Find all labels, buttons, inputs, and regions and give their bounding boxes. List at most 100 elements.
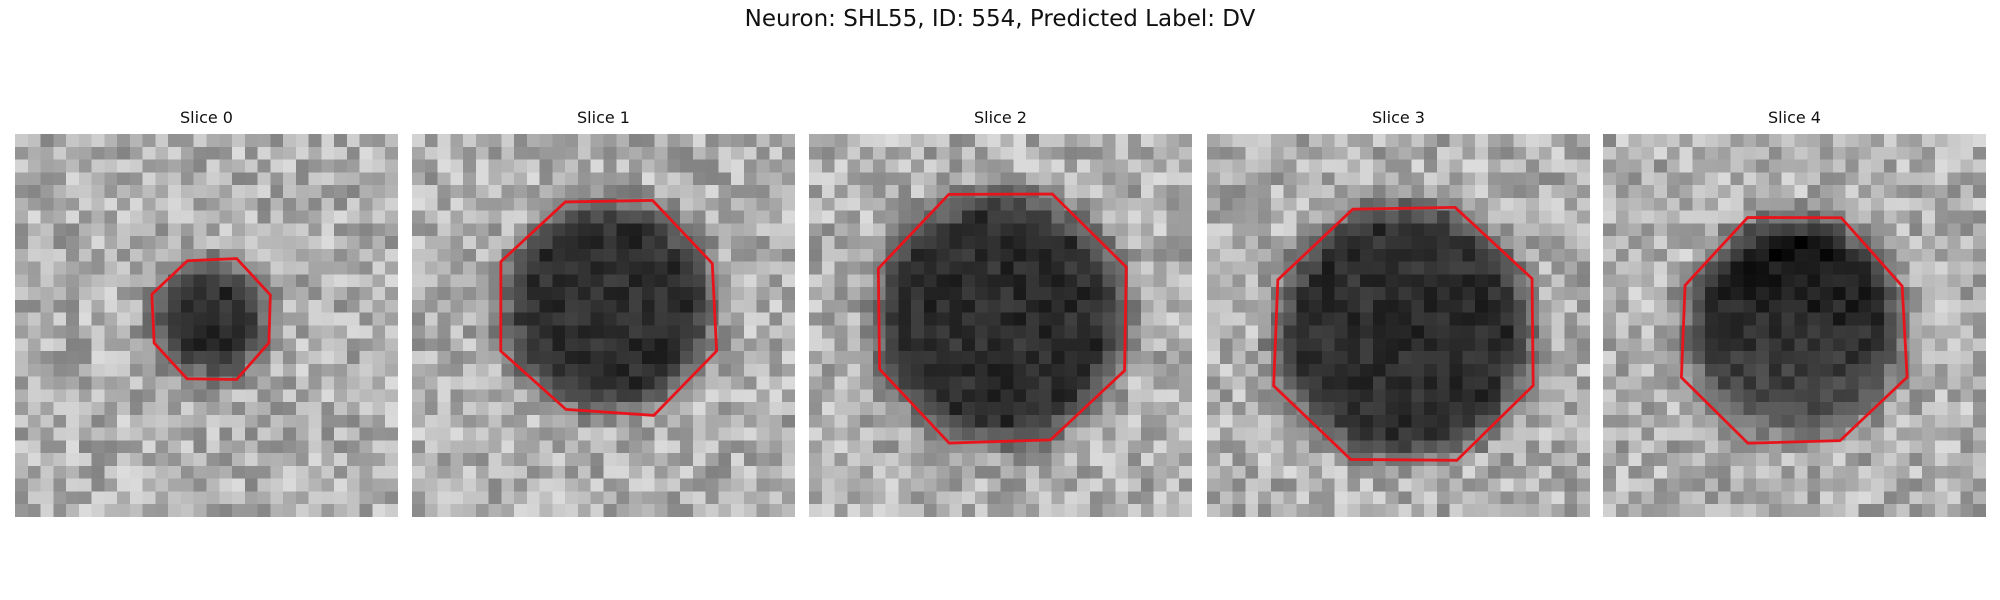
pixel (616, 274, 630, 288)
pixel (359, 465, 373, 479)
pixel (1756, 274, 1769, 288)
pixel (1603, 274, 1616, 288)
pixel (488, 134, 502, 147)
pixel (1283, 325, 1297, 339)
pixel (539, 274, 553, 288)
pixel (1372, 478, 1386, 492)
pixel (1794, 146, 1808, 160)
pixel (1064, 376, 1078, 390)
pixel (1026, 185, 1039, 198)
pixel (1807, 338, 1821, 352)
pixel (539, 414, 553, 428)
pixel (1781, 414, 1795, 428)
pixel (898, 185, 912, 198)
pixel (66, 210, 79, 224)
pixel (565, 197, 578, 211)
pixel (834, 478, 848, 492)
pixel (629, 210, 642, 224)
pixel (1717, 376, 1731, 390)
pixel (1654, 465, 1667, 479)
pixel (974, 274, 988, 288)
pixel (680, 287, 693, 300)
pixel (168, 134, 181, 147)
pixel (424, 465, 438, 479)
pixel (1756, 389, 1769, 403)
pixel (1449, 504, 1463, 517)
pixel (718, 453, 732, 466)
pixel (756, 197, 770, 211)
pixel (1883, 440, 1897, 454)
pixel (718, 236, 732, 249)
pixel (1398, 236, 1412, 249)
pixel (450, 197, 464, 211)
pixel (283, 185, 296, 198)
pixel (346, 504, 360, 517)
pixel (1245, 299, 1259, 313)
pixel (1309, 338, 1322, 352)
pixel (1115, 210, 1129, 224)
pixel (1615, 197, 1629, 211)
pixel (244, 312, 258, 326)
pixel (641, 287, 655, 300)
pixel (821, 491, 835, 505)
pixel (1462, 223, 1476, 237)
pixel (692, 504, 706, 517)
pixel (359, 453, 373, 466)
pixel (27, 172, 41, 186)
pixel (885, 236, 899, 249)
pixel (475, 287, 489, 300)
pixel (1179, 312, 1192, 326)
pixel (1858, 325, 1872, 339)
pixel (1743, 274, 1757, 288)
pixel (1270, 338, 1284, 352)
pixel (718, 351, 732, 364)
pixel (385, 261, 398, 275)
pixel (936, 287, 950, 300)
pixel (782, 299, 795, 313)
pixel (641, 478, 655, 492)
pixel (1858, 351, 1872, 364)
pixel (372, 402, 386, 415)
pixel (641, 427, 655, 441)
pixel (1615, 491, 1629, 505)
pixel (1128, 389, 1141, 403)
pixel (219, 504, 233, 517)
pixel (1321, 185, 1335, 198)
pixel (308, 146, 322, 160)
pixel (1845, 274, 1859, 288)
pixel (1820, 261, 1833, 275)
pixel (1153, 274, 1167, 288)
pixel (283, 338, 296, 352)
pixel (1038, 146, 1052, 160)
pixel (1807, 325, 1821, 339)
pixel (180, 248, 194, 262)
pixel (1564, 414, 1578, 428)
pixel (1538, 363, 1552, 377)
pixel (809, 427, 822, 441)
pixel (577, 210, 591, 224)
pixel (334, 338, 347, 352)
pixel (1219, 453, 1233, 466)
pixel (898, 402, 912, 415)
pixel (885, 134, 899, 147)
pixel (104, 274, 118, 288)
pixel (1179, 210, 1192, 224)
pixel (244, 376, 258, 390)
pixel (1449, 223, 1463, 237)
pixel (91, 274, 105, 288)
pixel (705, 223, 719, 237)
pixel (1179, 197, 1192, 211)
pixel (193, 440, 207, 454)
pixel (1038, 338, 1052, 352)
pixel (552, 312, 566, 326)
pixel (412, 351, 425, 364)
pixel (295, 185, 309, 198)
pixel (1513, 299, 1527, 313)
pixel (1947, 134, 1961, 147)
pixel (1858, 261, 1872, 275)
pixel (1089, 465, 1103, 479)
pixel (1922, 504, 1935, 517)
pixel (949, 478, 963, 492)
pixel (514, 159, 527, 173)
pixel (1934, 287, 1948, 300)
